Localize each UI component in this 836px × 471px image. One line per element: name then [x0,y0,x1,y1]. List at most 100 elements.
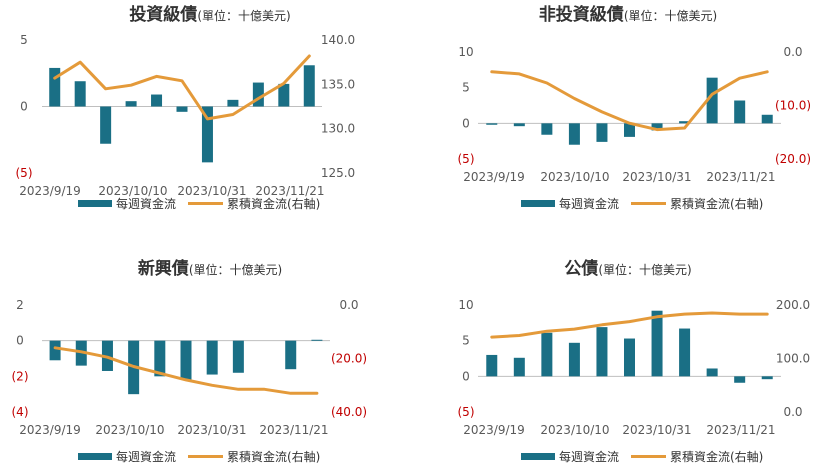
weekly-flow-bar [679,328,691,377]
x-tick-label: 2023/9/19 [463,423,525,437]
y-right-tick-label: 130.0 [321,122,355,136]
weekly-flow-bar [541,332,553,377]
weekly-flow-bar [761,376,773,380]
y-right-tick-label: 125.0 [321,166,355,180]
y-right-tick-label: 100.0 [776,352,810,366]
chart-legend: 每週資金流 累積資金流(右軸) [521,196,763,211]
weekly-flow-bar [49,67,61,107]
x-tick-label: 2023/10/31 [177,423,246,437]
weekly-flow-bar [206,340,218,375]
weekly-flow-bar [125,101,137,107]
y-right-tick-label: (20.0) [331,352,367,366]
weekly-flow-bar [651,310,663,377]
y-left-tick-label: (5) [458,405,475,419]
weekly-flow-bar [624,338,635,377]
y-left-tick-label: (5) [16,166,33,180]
weekly-flow-bar [151,94,163,107]
x-tick-label: 2023/9/19 [463,170,525,184]
y-right-tick-label: 200.0 [776,298,810,312]
y-left-tick-label: (2) [12,369,29,383]
y-right-tick-label: (40.0) [331,405,367,419]
chart-title-main: 公債 [564,258,598,279]
chart-title-unit: (單位：十億美元) [598,262,691,277]
legend-bar-swatch [521,453,555,460]
x-tick-label: 2023/11/21 [255,184,324,198]
x-tick-label: 2023/10/10 [98,184,167,198]
y-left-tick-label: 5 [462,334,470,348]
cumulative-flow-line [490,311,769,339]
chart-panel: 非投資級債(單位：十億美元)1050(5)0.0(10.0)(20.0)2023… [458,4,812,211]
y-left-tick-label: 0 [462,369,470,383]
x-tick-label: 2023/10/31 [622,170,691,184]
weekly-flow-bar [596,123,608,142]
y-left-tick-label: 5 [462,81,470,95]
x-tick-label: 2023/11/21 [706,170,775,184]
x-tick-label: 2023/10/10 [95,423,164,437]
chart-title: 非投資級債(單位：十億美元) [539,4,717,25]
y-right-tick-label: (20.0) [775,152,811,166]
x-tick-label: 2023/9/19 [19,423,81,437]
y-left-tick-label: (5) [458,152,475,166]
y-right-tick-label: 0.0 [783,405,802,419]
weekly-flow-bar [624,123,635,137]
weekly-flow-bar [513,123,525,127]
weekly-flow-bar [227,99,239,107]
legend-line-label: 累積資金流(右軸) [227,449,320,464]
weekly-flow-bar [706,368,718,377]
chart-title: 投資級債(單位：十億美元) [129,4,290,25]
weekly-flow-bar [154,340,166,377]
weekly-flow-bar [596,327,608,377]
weekly-flow-bar [252,82,264,107]
chart-title-main: 投資級債 [129,4,197,25]
chart-title-unit: (單位：十億美元) [624,8,717,23]
legend-line-label: 累積資金流(右軸) [227,196,320,211]
weekly-flow-bar [180,340,192,380]
y-left-tick-label: 10 [458,298,473,312]
y-right-tick-label: 0.0 [783,45,802,59]
weekly-flow-bar [311,339,323,341]
chart-title-main: 非投資級債 [539,4,624,25]
y-left-tick-label: 5 [20,33,28,47]
y-left-tick-label: (4) [12,405,29,419]
chart-title-unit: (單位：十億美元) [197,8,290,23]
weekly-flow-bar [176,106,188,112]
y-left-tick-label: 2 [16,298,24,312]
weekly-flow-bar [734,100,746,124]
y-right-tick-label: 140.0 [321,33,355,47]
chart-title-main: 新興債 [138,258,189,279]
y-right-tick-label: (10.0) [775,99,811,113]
weekly-flow-bar [568,123,580,145]
legend-bar-label: 每週資金流 [116,196,176,211]
weekly-flow-bar [651,123,663,131]
chart-legend: 每週資金流 累積資金流(右軸) [78,196,320,211]
weekly-flow-bar [568,342,580,377]
weekly-flow-bar [232,340,244,373]
x-tick-label: 2023/10/10 [540,170,609,184]
weekly-flow-bar [74,81,86,107]
weekly-flow-bar [100,106,112,144]
weekly-flow-bar [303,65,315,107]
x-tick-label: 2023/11/21 [706,423,775,437]
weekly-flow-bar [486,354,498,377]
cumulative-flow-line [53,346,319,395]
cumulative-flow-line [53,54,311,121]
chart-legend: 每週資金流 累積資金流(右軸) [521,449,763,464]
chart-title: 公債(單位：十億美元) [564,258,691,279]
legend-bar-label: 每週資金流 [559,449,619,464]
weekly-flow-bar [706,77,718,124]
x-tick-label: 2023/10/10 [540,423,609,437]
legend-line-label: 累積資金流(右軸) [670,449,763,464]
weekly-flow-bar [513,357,525,377]
y-left-tick-label: 0 [462,116,470,130]
y-right-tick-label: 135.0 [321,77,355,91]
x-tick-label: 2023/10/31 [177,184,246,198]
legend-bar-label: 每週資金流 [116,449,176,464]
chart-title-unit: (單位：十億美元) [189,262,282,277]
y-right-tick-label: 0.0 [339,298,358,312]
legend-bar-swatch [78,200,112,207]
legend-bar-swatch [78,453,112,460]
x-tick-label: 2023/11/21 [259,423,328,437]
chart-panel: 投資級債(單位：十億美元) 5 0 (5) 140.0 135.0 130.0 125.0 20… [16,4,356,211]
x-tick-label: 2023/10/31 [622,423,691,437]
weekly-flow-bar [201,106,213,163]
